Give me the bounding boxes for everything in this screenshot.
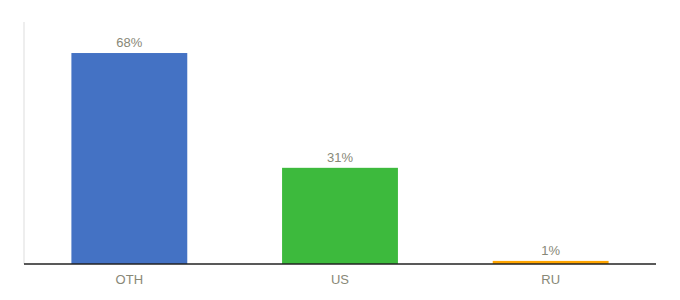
bar (282, 168, 398, 264)
chart-container: 68% 31% 1% OTH US RU (0, 0, 680, 300)
x-axis-line (24, 263, 656, 265)
data-label: 68% (116, 35, 142, 50)
y-range-line (24, 22, 25, 264)
x-tick-label: OTH (116, 272, 143, 287)
bars (71, 53, 608, 264)
bar (71, 53, 187, 264)
x-tick-label: RU (541, 272, 560, 287)
x-axis: OTH US RU (116, 272, 560, 287)
data-label: 31% (327, 150, 353, 165)
chart-svg: 68% 31% 1% OTH US RU (0, 0, 680, 300)
data-label: 1% (541, 243, 560, 258)
x-tick-label: US (331, 272, 349, 287)
data-labels: 68% 31% 1% (116, 35, 560, 258)
